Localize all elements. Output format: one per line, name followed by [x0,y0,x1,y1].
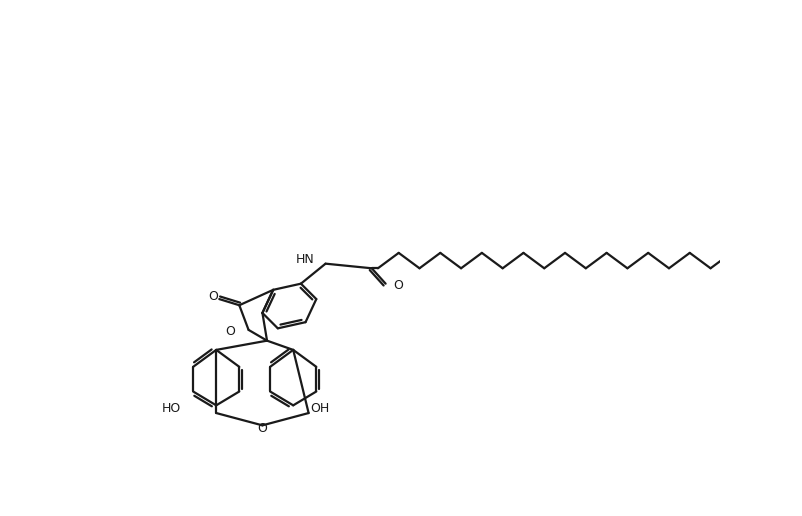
Text: O: O [393,279,403,292]
Text: OH: OH [310,402,329,415]
Text: O: O [225,325,235,338]
Text: O: O [208,289,218,302]
Text: HO: HO [162,402,181,415]
Text: HN: HN [296,252,314,266]
Text: O: O [257,422,267,435]
